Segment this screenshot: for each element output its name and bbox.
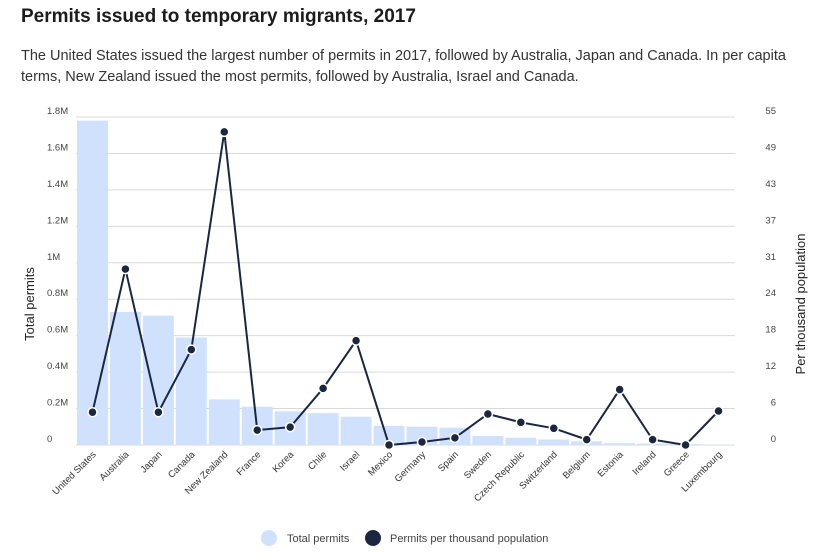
point-korea[interactable] bbox=[284, 421, 296, 433]
category-label: France bbox=[235, 449, 264, 478]
right-tick-label: 37 bbox=[765, 215, 776, 226]
left-tick-label: 0 bbox=[47, 434, 52, 445]
point-chile[interactable] bbox=[317, 383, 329, 394]
bar-czech-republic[interactable] bbox=[505, 437, 537, 445]
left-tick-label: 1.6M bbox=[47, 142, 68, 153]
chart-title: Permits issued to temporary migrants, 20… bbox=[21, 6, 416, 27]
right-tick-label: 6 bbox=[771, 398, 776, 409]
legend-label-per-thousand: Permits per thousand population bbox=[390, 533, 548, 545]
gridlines bbox=[76, 116, 735, 446]
bar-israel[interactable] bbox=[340, 416, 372, 445]
left-tick-label: 0.6M bbox=[47, 325, 68, 336]
bar-canada[interactable] bbox=[175, 337, 207, 445]
right-tick-label: 0 bbox=[771, 434, 776, 445]
right-tick-label: 12 bbox=[765, 361, 776, 372]
category-label: Israel bbox=[338, 449, 362, 473]
category-label: Ireland bbox=[630, 449, 658, 477]
right-tick-label: 18 bbox=[765, 325, 776, 336]
point-estonia[interactable] bbox=[614, 384, 625, 395]
left-tick-label: 1M bbox=[47, 252, 60, 263]
right-tick-label: 43 bbox=[765, 179, 776, 190]
left-tick-label: 1.2M bbox=[47, 215, 68, 226]
category-label: Greece bbox=[662, 449, 692, 479]
left-tick-label: 0.8M bbox=[47, 288, 68, 299]
left-tick-label: 0.2M bbox=[47, 398, 68, 409]
left-tick-label: 1.8M bbox=[47, 106, 68, 117]
category-label: Mexico bbox=[366, 449, 395, 478]
right-tick-label: 49 bbox=[765, 142, 776, 153]
bar-luxembourg[interactable] bbox=[703, 444, 734, 445]
chart-subtitle: The United States issued the largest num… bbox=[21, 48, 786, 85]
category-label: Belgium bbox=[561, 449, 593, 481]
bar-series bbox=[77, 120, 734, 446]
left-tick-label: 0.4M bbox=[47, 361, 68, 372]
point-spain[interactable] bbox=[449, 432, 461, 444]
point-greece[interactable] bbox=[680, 439, 691, 451]
bar-sweden[interactable] bbox=[472, 435, 504, 445]
point-united-states[interactable] bbox=[87, 406, 98, 418]
point-switzerland[interactable] bbox=[548, 423, 560, 434]
bar-japan[interactable] bbox=[142, 315, 174, 445]
point-sweden[interactable] bbox=[482, 408, 494, 420]
bar-new-zealand[interactable] bbox=[208, 399, 240, 445]
legend-swatch-per-thousand bbox=[365, 530, 381, 546]
legend-label-total-permits: Total permits bbox=[287, 533, 350, 545]
point-canada[interactable] bbox=[186, 344, 197, 355]
point-israel[interactable] bbox=[350, 335, 362, 346]
right-tick-label: 31 bbox=[765, 252, 776, 263]
bar-mexico[interactable] bbox=[373, 425, 405, 445]
category-label: United States bbox=[50, 449, 98, 497]
line-series bbox=[87, 126, 724, 451]
point-australia[interactable] bbox=[120, 263, 131, 275]
point-japan[interactable] bbox=[153, 406, 164, 418]
left-axis-title: Total permits bbox=[22, 267, 37, 341]
point-luxembourg[interactable] bbox=[713, 405, 724, 417]
category-label: Chile bbox=[306, 449, 329, 472]
right-tick-label: 24 bbox=[765, 288, 776, 299]
point-mexico[interactable] bbox=[383, 439, 395, 451]
right-axis-title: Per thousand population bbox=[793, 234, 808, 375]
category-label: Canada bbox=[166, 449, 198, 481]
category-label: Australia bbox=[98, 449, 132, 483]
bar-switzerland[interactable] bbox=[538, 439, 570, 445]
axis-ticks: 0 0 0.2M 6 0.4M 12 0.6M 18 0.8M 24 1M 31 1.2M 37 1.4M 4… bbox=[47, 106, 776, 445]
category-label: Germany bbox=[393, 449, 429, 485]
point-belgium[interactable] bbox=[581, 434, 592, 445]
right-tick-label: 55 bbox=[765, 106, 776, 117]
legend: Total permits Permits per thousand popul… bbox=[261, 530, 548, 546]
bar-estonia[interactable] bbox=[604, 443, 636, 445]
category-label: Estonia bbox=[596, 449, 627, 480]
left-tick-label: 1.4M bbox=[47, 179, 68, 190]
point-new-zealand[interactable] bbox=[219, 126, 230, 138]
per-thousand-line bbox=[91, 131, 720, 447]
point-france[interactable] bbox=[251, 424, 263, 436]
bar-australia[interactable] bbox=[109, 311, 141, 445]
category-label: Japan bbox=[138, 449, 164, 475]
legend-swatch-total-permits bbox=[261, 530, 277, 546]
bar-united-states[interactable] bbox=[77, 120, 108, 446]
category-label: Spain bbox=[436, 449, 461, 474]
point-germany[interactable] bbox=[416, 436, 428, 448]
category-label: Sweden bbox=[462, 449, 494, 481]
point-ireland[interactable] bbox=[647, 434, 658, 445]
point-czech-republic[interactable] bbox=[515, 417, 527, 428]
bar-chile[interactable] bbox=[307, 413, 339, 445]
category-label: Korea bbox=[271, 449, 297, 475]
